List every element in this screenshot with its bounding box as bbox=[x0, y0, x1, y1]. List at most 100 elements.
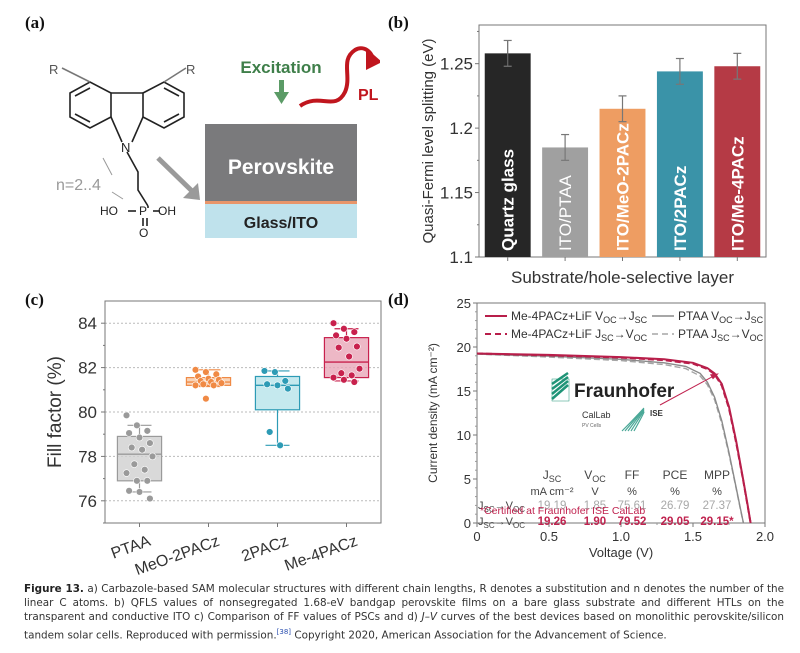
data-point bbox=[146, 439, 154, 447]
legend-entry: PTAA JSC→VOC bbox=[678, 327, 764, 343]
data-point bbox=[260, 367, 269, 375]
table-unit: % bbox=[627, 486, 637, 498]
data-point bbox=[128, 443, 136, 452]
data-point bbox=[342, 335, 351, 343]
data-point bbox=[329, 373, 338, 382]
data-point bbox=[130, 460, 139, 468]
hydroxyl-right: OH bbox=[158, 204, 176, 218]
pointer-arrow-icon bbox=[709, 373, 719, 380]
carbazole-molecule bbox=[61, 67, 195, 226]
jv-curve bbox=[476, 352, 752, 524]
data-point bbox=[329, 319, 338, 327]
bar bbox=[484, 53, 531, 257]
data-point bbox=[263, 380, 271, 388]
data-point bbox=[143, 477, 152, 485]
data-point bbox=[210, 381, 218, 390]
x-tick-label: 1.5 bbox=[684, 529, 702, 544]
panel-label-b: (b) bbox=[388, 13, 409, 32]
pl-arrow-icon bbox=[366, 48, 380, 70]
y-tick-label: 78 bbox=[78, 447, 97, 466]
logo-stripe bbox=[551, 380, 569, 395]
data-point bbox=[271, 368, 279, 376]
logo-stripe bbox=[551, 371, 569, 386]
data-point bbox=[138, 446, 146, 454]
substituent-r-right: R bbox=[186, 62, 195, 77]
table-row-label: JSC→VOC bbox=[478, 516, 525, 530]
table-unit: % bbox=[670, 486, 680, 498]
x-tick-label: 1.0 bbox=[612, 529, 630, 544]
y-tick-label: 1.2 bbox=[449, 119, 473, 138]
logo-pvcells: PV Cells bbox=[582, 423, 602, 429]
legend-entry: Me-4PACz+LiF JSC→VOC bbox=[511, 327, 648, 343]
data-point bbox=[350, 378, 358, 386]
bar bbox=[656, 71, 703, 258]
data-point bbox=[276, 441, 284, 450]
y-tick-label: 25 bbox=[457, 296, 471, 311]
data-point bbox=[353, 342, 361, 351]
table-cell: 29.05 bbox=[661, 516, 690, 528]
figure-caption: Figure 13. a) Carbazole-based SAM molecu… bbox=[24, 582, 784, 642]
chart-b-qfls: 1.1 1.15 1.2 1.25 Quartz glass ITO/PTAA ITO/Me… bbox=[420, 24, 767, 287]
data-point bbox=[273, 381, 282, 390]
oxygen-atom: O bbox=[139, 226, 148, 240]
jv-curve bbox=[476, 352, 752, 524]
logo-ray bbox=[627, 409, 645, 432]
data-point bbox=[348, 371, 356, 380]
x-axis-label: Voltage (V) bbox=[589, 545, 653, 560]
chart-d-jv-curves: 0 5 10 15 20 25 0 0.5 1.0 1.5 2.0 Voltage (V) Curren… bbox=[426, 296, 774, 560]
data-point bbox=[122, 469, 131, 477]
data-point bbox=[340, 376, 348, 384]
fraunhofer-logo: Fraunhofer CalLab PV Cells ISE bbox=[551, 371, 675, 432]
table-header: FF bbox=[625, 468, 640, 482]
figure-label: Figure 13. bbox=[24, 583, 84, 595]
hydroxyl-left: HO bbox=[100, 204, 118, 218]
x-tick-label: 0 bbox=[473, 529, 480, 544]
logo-name: Fraunhofer bbox=[574, 381, 675, 402]
table-header: JSC bbox=[543, 468, 562, 484]
data-point bbox=[284, 384, 292, 393]
y-tick-label: 80 bbox=[78, 403, 97, 422]
pl-label: PL bbox=[358, 87, 379, 104]
bar bbox=[542, 147, 589, 257]
data-point bbox=[141, 466, 149, 474]
x-axis-label: Substrate/hole-selective layer bbox=[511, 268, 734, 287]
data-point bbox=[355, 365, 364, 373]
bar-label: ITO/2PACz bbox=[671, 166, 690, 251]
data-point bbox=[335, 343, 343, 352]
table-cell: 1.90 bbox=[584, 516, 606, 528]
data-point bbox=[337, 369, 345, 377]
data-point bbox=[148, 452, 157, 461]
data-point bbox=[143, 427, 152, 435]
y-tick-label: 1.1 bbox=[449, 248, 473, 267]
table-cell: 19.26 bbox=[538, 516, 567, 528]
y-tick-label: 5 bbox=[464, 472, 471, 487]
data-point bbox=[340, 325, 348, 333]
x-tick-label: 0.5 bbox=[540, 529, 558, 544]
caption-jv: J–V bbox=[421, 611, 438, 624]
chain-length-label: n=2..4 bbox=[56, 177, 101, 194]
caption-reference-link[interactable]: [38] bbox=[276, 627, 292, 636]
data-point bbox=[350, 328, 358, 336]
y-tick-label: 76 bbox=[78, 492, 97, 511]
nitrogen-atom: N bbox=[121, 140, 130, 155]
table-cell: 79.52 bbox=[618, 516, 647, 528]
y-tick-label: 0 bbox=[464, 516, 471, 531]
bar-label: Quartz glass bbox=[499, 149, 518, 251]
data-point bbox=[135, 433, 144, 442]
x-tick-label: Me-4PACz bbox=[282, 533, 359, 575]
y-axis-label: Fill factor (%) bbox=[45, 356, 66, 468]
data-point bbox=[133, 421, 141, 430]
perovskite-layer bbox=[205, 124, 357, 202]
data-point bbox=[345, 352, 353, 361]
table-cell: 19.19 bbox=[538, 500, 567, 512]
table-row-label: JSC→VOC bbox=[478, 500, 525, 514]
logo-ray bbox=[630, 410, 645, 432]
y-axis-label: Quasi-Fermi level splitting (eV) bbox=[420, 38, 437, 243]
legend-entry: PTAA VOC→JSC bbox=[678, 309, 764, 325]
data-point bbox=[332, 331, 340, 340]
data-point bbox=[125, 429, 133, 437]
logo-ray bbox=[633, 411, 645, 432]
perovskite-label: Perovskite bbox=[228, 156, 334, 179]
certification-pointer bbox=[659, 375, 714, 406]
table-cell: 75.61 bbox=[618, 500, 647, 512]
